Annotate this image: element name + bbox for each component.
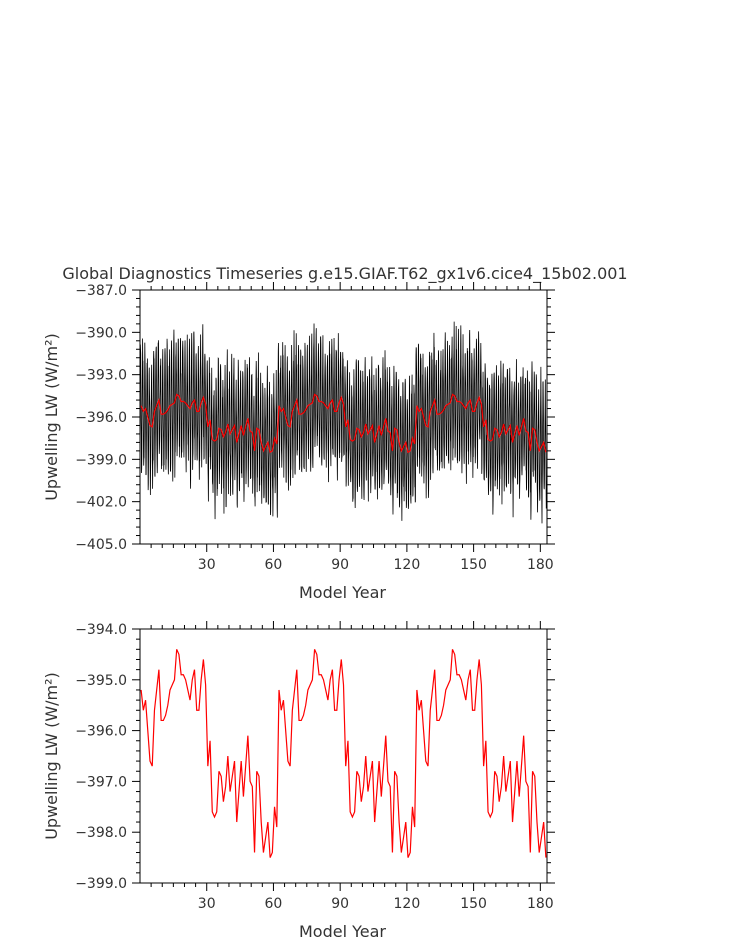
x-tick-label: 60 <box>265 557 283 573</box>
x-tick-label: 180 <box>527 896 554 912</box>
plot-area <box>140 321 547 524</box>
y-tick-label: −396.0 <box>75 410 127 426</box>
x-tick-label: 60 <box>265 896 283 912</box>
y-tick-label: −399.0 <box>75 452 127 468</box>
panel-2: 30 60 90 120 150 180 −399.0 −398.0 −397.0 −396.0 −… <box>42 621 555 941</box>
y-tick-label: −402.0 <box>75 495 127 511</box>
x-tick-label: 30 <box>198 557 216 573</box>
series-annual-line <box>140 649 547 858</box>
x-tick-label: 90 <box>331 557 349 573</box>
series-annual-line <box>140 393 547 454</box>
plot-area <box>140 649 547 858</box>
x-tick-label: 90 <box>331 896 349 912</box>
y-tick-label: −396.0 <box>75 724 127 740</box>
y-tick-label: −397.0 <box>75 774 127 790</box>
x-axis-label: Model Year <box>299 922 386 941</box>
x-tick-label: 150 <box>460 896 487 912</box>
plot-frame <box>139 628 548 884</box>
y-tick-label: −395.0 <box>75 673 127 689</box>
y-tick-label: −387.0 <box>75 283 127 299</box>
y-tick-label: −399.0 <box>75 876 127 892</box>
x-tick-label: 150 <box>460 557 487 573</box>
x-tick-label: 120 <box>394 896 421 912</box>
y-axis-label: Upwelling LW (W/m²) <box>42 333 61 501</box>
x-tick-label: 30 <box>198 896 216 912</box>
y-tick-label: −394.0 <box>75 622 127 638</box>
x-axis-label: Model Year <box>299 583 386 602</box>
y-tick-label: −405.0 <box>75 537 127 553</box>
x-tick-label: 180 <box>527 557 554 573</box>
panel-1: Global Diagnostics Timeseries g.e15.GIAF… <box>42 264 628 602</box>
y-tick-label: −390.0 <box>75 325 127 341</box>
chart-title: Global Diagnostics Timeseries g.e15.GIAF… <box>62 264 627 284</box>
y-axis-label: Upwelling LW (W/m²) <box>42 672 61 840</box>
y-tick-label: −393.0 <box>75 368 127 384</box>
y-tick-label: −398.0 <box>75 825 127 841</box>
x-tick-label: 120 <box>394 557 421 573</box>
